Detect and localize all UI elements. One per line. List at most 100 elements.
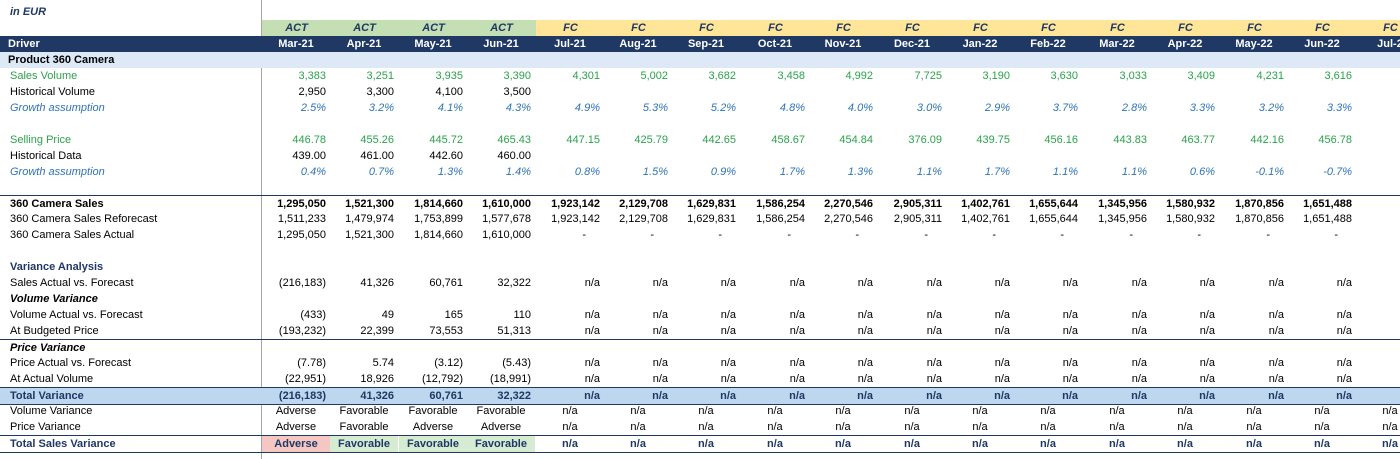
cell[interactable]: n/a [652,357,668,369]
cell[interactable]: n/a [926,390,942,402]
cell[interactable]: 4,301 [572,70,600,82]
cell[interactable]: n/a [720,357,736,369]
cell[interactable]: n/a [1356,307,1400,323]
cell[interactable]: n/a [1356,275,1400,291]
cell[interactable]: May-21 [414,38,452,50]
cell[interactable]: n/a [972,438,988,450]
cell[interactable]: 465.43 [497,134,531,146]
cell[interactable]: n/a [652,309,668,321]
cell[interactable]: 456.16 [1044,134,1078,146]
cell[interactable]: n/a [1336,357,1352,369]
cell[interactable]: 439.75 [976,134,1010,146]
cell[interactable]: n/a [1109,421,1125,433]
cell[interactable]: n/a [926,357,942,369]
cell[interactable]: n/a [994,277,1010,289]
cell[interactable]: n/a [1268,357,1284,369]
cell[interactable]: 3.3% [1326,102,1352,114]
cell[interactable]: n/a [1356,211,1400,227]
cell[interactable]: n/a [857,357,873,369]
cell[interactable]: 41,326 [360,277,394,289]
cell[interactable]: 1.3% [437,166,463,178]
cell[interactable]: 3.2% [1258,102,1284,114]
cell[interactable]: n/a [1356,355,1400,371]
cell[interactable]: 2,270,546 [824,213,873,225]
cell[interactable]: n/a [1336,390,1352,402]
cell[interactable]: - [1334,229,1338,241]
cell[interactable]: n/a [767,405,783,417]
cell[interactable]: 3,630 [1050,70,1078,82]
cell[interactable]: 1.1% [1052,166,1078,178]
cell[interactable]: 1,655,644 [1029,213,1078,225]
cell[interactable]: n/a [789,357,805,369]
cell[interactable]: (193,232) [278,325,326,337]
cell[interactable]: 2,905,311 [893,198,942,210]
cell[interactable]: 110 [513,309,531,321]
cell[interactable]: (433) [300,309,326,321]
cell[interactable]: n/a [720,309,736,321]
cell[interactable]: n/a [720,277,736,289]
cell[interactable]: 1,629,831 [687,198,736,210]
cell[interactable]: n/a [789,390,805,402]
cell[interactable]: n/a [1336,325,1352,337]
cell[interactable]: n/a [835,405,851,417]
cell[interactable]: 1,586,254 [756,213,805,225]
cell[interactable]: 3.7% [1052,102,1078,114]
cell[interactable]: (7.78) [297,357,326,369]
cell[interactable]: 5.74 [372,357,394,369]
cell[interactable]: Feb-22 [1030,38,1066,50]
cell[interactable]: n/a [1131,373,1147,385]
cell[interactable]: n/a [698,405,714,417]
cell[interactable]: n/a [789,325,805,337]
cell[interactable]: 1.1% [916,166,942,178]
cell[interactable]: 1,511,233 [277,213,326,225]
cell[interactable]: n/a [1314,405,1330,417]
cell[interactable]: 1,629,831 [687,213,736,225]
cell[interactable]: Adverse [275,421,317,433]
cell[interactable]: 461.00 [360,150,394,162]
cell[interactable]: (216,183) [278,390,326,402]
cell[interactable]: 1,577,678 [482,213,531,225]
cell[interactable]: 1,479,974 [345,213,394,225]
cell[interactable]: 51,313 [497,325,531,337]
cell[interactable]: n/a [835,421,851,433]
cell[interactable]: 460.00 [497,150,531,162]
cell[interactable]: n/a [1382,421,1398,433]
cell[interactable]: 445.72 [429,134,463,146]
cell[interactable]: 3,616 [1324,70,1352,82]
cell[interactable]: Mar-21 [278,38,314,50]
cell[interactable]: 2,270,546 [824,198,873,210]
cell[interactable]: n/a [904,405,920,417]
cell[interactable]: 4,231 [1256,70,1284,82]
cell[interactable]: Jun-21 [483,38,519,50]
cell[interactable]: n/a [767,438,783,450]
cell[interactable]: Oct-21 [757,38,793,50]
cell[interactable]: 1.4% [505,166,531,178]
cell[interactable]: - [924,229,928,241]
cell[interactable]: 4.3% [505,102,531,114]
cell[interactable]: n/a [994,390,1010,402]
cell[interactable]: 463.77 [1181,134,1215,146]
cell[interactable]: n/a [562,438,578,450]
cell[interactable]: 3,682 [708,70,736,82]
cell[interactable]: 1,651,488 [1303,198,1352,210]
cell[interactable]: n/a [926,325,942,337]
cell[interactable]: n/a [652,390,668,402]
cell[interactable]: n/a [1062,390,1078,402]
cell[interactable]: (5.43) [502,357,531,369]
cell[interactable]: n/a [1131,309,1147,321]
cell[interactable]: 4.1% [437,102,463,114]
cell[interactable]: Jul-21 [554,38,586,50]
cell[interactable]: 1,586,254 [756,198,805,210]
cell[interactable]: n/a [1040,438,1056,450]
cell[interactable]: (12,792) [422,373,463,385]
cell[interactable]: n/a [1062,325,1078,337]
cell[interactable]: Favorable [339,421,389,433]
cell[interactable]: 1,521,300 [345,229,394,241]
cell[interactable]: 1,402,761 [961,213,1010,225]
cell[interactable]: 0.7% [368,166,394,178]
cell[interactable]: May-22 [1235,38,1273,50]
cell[interactable]: - [582,229,586,241]
cell[interactable]: n/a [1199,357,1215,369]
cell[interactable]: n/a [630,421,646,433]
cell[interactable]: n/a [1382,438,1398,450]
